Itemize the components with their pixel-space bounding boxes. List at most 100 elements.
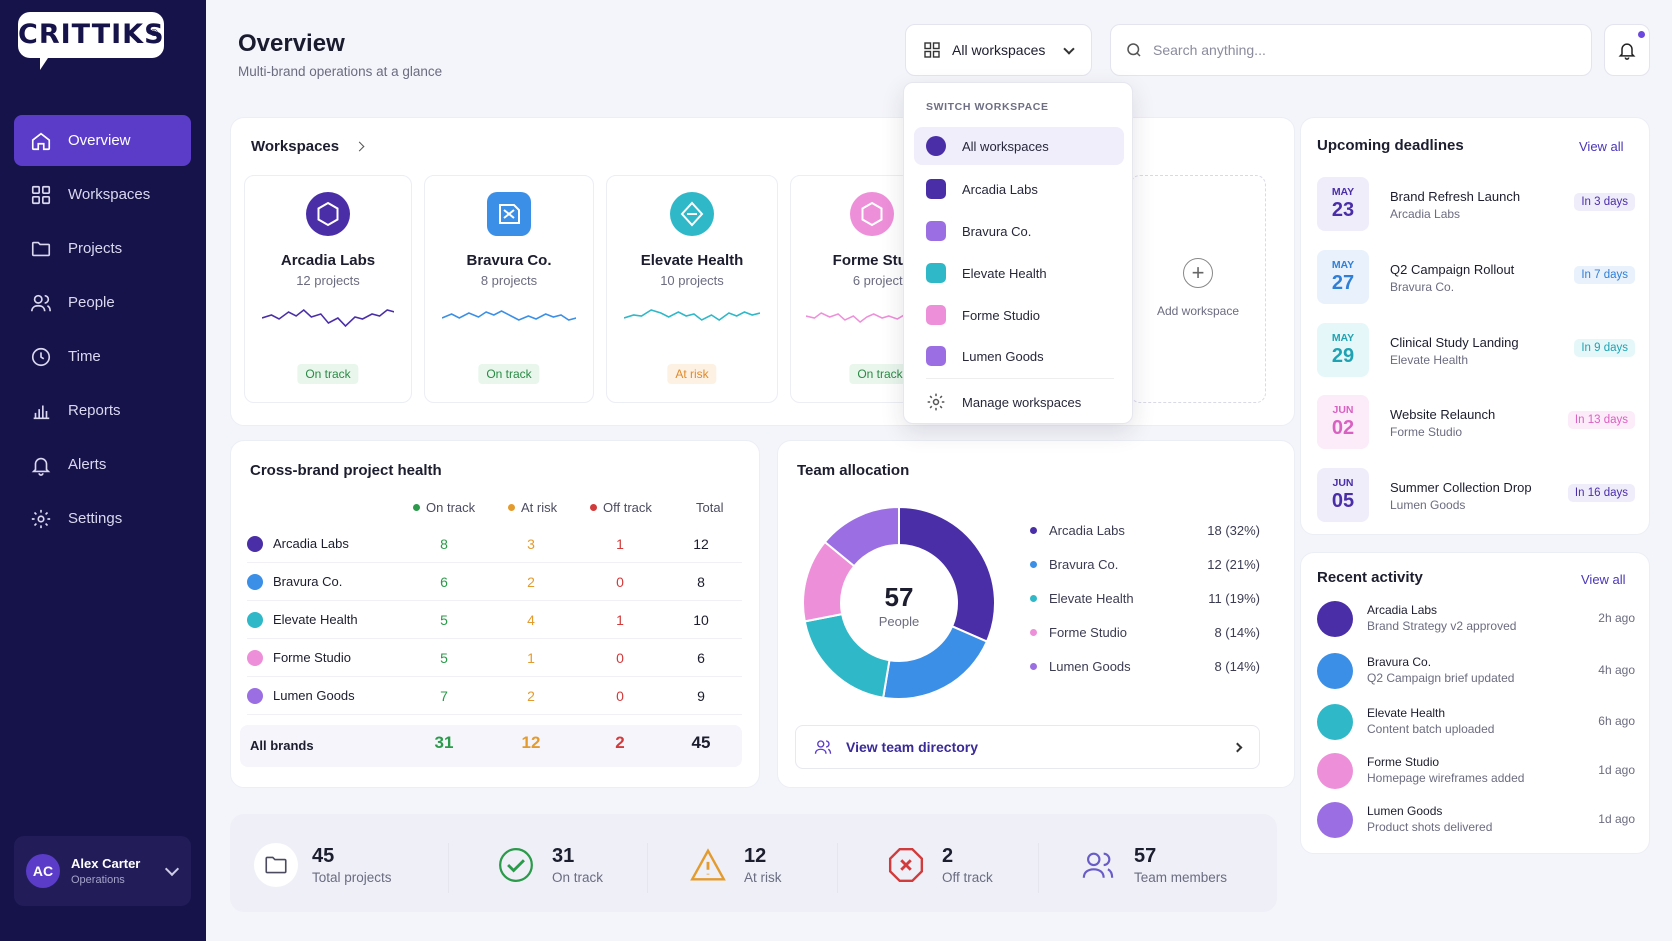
dropdown-item-arcadia[interactable]: Arcadia Labs bbox=[914, 170, 1124, 208]
status-badge: On track bbox=[849, 364, 911, 384]
workspace-name: Elevate Health bbox=[640, 252, 744, 269]
sidebar-item-label: Reports bbox=[68, 402, 121, 419]
sidebar-item-time[interactable]: Time bbox=[14, 331, 191, 382]
dropdown-item-forme[interactable]: Forme Studio bbox=[914, 296, 1124, 334]
bravura-logo-icon bbox=[1317, 653, 1353, 689]
cell-total: 10 bbox=[693, 612, 709, 628]
activity-item[interactable]: Elevate Health Content batch uploaded 6h… bbox=[1317, 700, 1635, 746]
legend-item: Arcadia Labs 18 (32%) bbox=[1030, 520, 1260, 540]
table-row[interactable]: Elevate Health bbox=[247, 601, 742, 639]
stat-at-risk: 12 At risk bbox=[686, 835, 782, 895]
clock-icon bbox=[31, 347, 51, 366]
table-row[interactable]: Lumen Goods bbox=[247, 677, 742, 715]
elevate-logo-icon bbox=[670, 192, 714, 236]
deadline-item[interactable]: MAY 27 Q2 Campaign Rollout Bravura Co. In… bbox=[1317, 250, 1635, 310]
workspace-card-elevate[interactable]: Elevate Health 10 projects At risk bbox=[606, 175, 778, 403]
total-all: 45 bbox=[691, 733, 711, 752]
donut-slice-arcadia-labs[interactable] bbox=[898, 505, 996, 643]
workspace-select-value: All workspaces bbox=[952, 42, 1046, 58]
deadlines-view-all-link[interactable]: View all bbox=[1579, 139, 1624, 154]
sidebar-item-projects[interactable]: Projects bbox=[14, 223, 191, 274]
table-row[interactable]: Arcadia Labs bbox=[247, 525, 742, 563]
cell-off-track: 0 bbox=[616, 574, 624, 590]
app-logo[interactable]: CRITTIKS ® bbox=[18, 12, 164, 70]
workspace-select[interactable]: All workspaces bbox=[905, 24, 1092, 76]
page-title: Overview bbox=[238, 30, 345, 57]
activity-item[interactable]: Forme Studio Homepage wireframes added 1… bbox=[1317, 749, 1635, 795]
logo-mark: ® bbox=[149, 28, 160, 39]
stat-team-members: 57 Team members bbox=[1076, 835, 1227, 895]
dropdown-item-elevate[interactable]: Elevate Health bbox=[914, 254, 1124, 292]
workspace-name: Arcadia Labs bbox=[280, 252, 376, 269]
activity-time: 4h ago bbox=[1598, 663, 1635, 677]
plus-icon: + bbox=[1183, 258, 1213, 288]
workspace-projects: 8 projects bbox=[480, 273, 538, 288]
activity-item[interactable]: Lumen Goods Product shots delivered 1d a… bbox=[1317, 798, 1635, 844]
dropdown-item-all-workspaces[interactable]: All workspaces bbox=[914, 127, 1124, 165]
date-badge: MAY 23 bbox=[1317, 177, 1369, 231]
view-team-directory-link[interactable]: View team directory bbox=[795, 725, 1260, 769]
workspace-projects: 12 projects bbox=[296, 273, 360, 288]
workspace-card-bravura[interactable]: Bravura Co. 8 projects On track bbox=[424, 175, 594, 403]
sidebar-item-label: Workspaces bbox=[68, 186, 151, 203]
elevate-logo-icon bbox=[926, 263, 946, 283]
sidebar-item-people[interactable]: People bbox=[14, 277, 191, 328]
sidebar: CRITTIKS ® Overview Workspaces Projects P… bbox=[0, 0, 206, 941]
deadline-item[interactable]: JUN 02 Website Relaunch Forme Studio In 1… bbox=[1317, 395, 1635, 455]
stats-strip bbox=[230, 814, 1277, 912]
cell-on-track: 5 bbox=[440, 612, 448, 628]
manage-workspaces-item[interactable]: Manage workspaces bbox=[914, 383, 1124, 421]
deadline-item[interactable]: MAY 29 Clinical Study Landing Elevate Hea… bbox=[1317, 323, 1635, 383]
dropdown-item-label: Forme Studio bbox=[962, 307, 1041, 323]
sidebar-item-label: Time bbox=[68, 348, 101, 365]
workspace-projects: 6 projects bbox=[852, 273, 910, 288]
activity-time: 6h ago bbox=[1598, 714, 1635, 728]
cell-at-risk: 2 bbox=[527, 688, 535, 704]
table-row[interactable]: Forme Studio bbox=[247, 639, 742, 677]
bar-chart-icon bbox=[33, 405, 50, 419]
status-badge: At risk bbox=[667, 364, 717, 384]
dropdown-item-label: All workspaces bbox=[962, 138, 1049, 154]
activity-item[interactable]: Arcadia Labs Brand Strategy v2 approved … bbox=[1317, 597, 1635, 643]
legend-item: Forme Studio 8 (14%) bbox=[1030, 622, 1260, 642]
cell-off-track: 0 bbox=[616, 650, 624, 666]
sidebar-item-label: Overview bbox=[68, 132, 131, 149]
brand-name: Elevate Health bbox=[273, 612, 358, 627]
bravura-logo-icon bbox=[487, 192, 531, 236]
workspace-name: Bravura Co. bbox=[466, 252, 552, 269]
dropdown-item-bravura[interactable]: Bravura Co. bbox=[914, 212, 1124, 250]
donut-slice-lumen-goods[interactable] bbox=[823, 505, 900, 568]
deadline-title: Summer Collection Drop bbox=[1390, 480, 1532, 495]
cell-total: 8 bbox=[697, 574, 705, 590]
donut-slice-bravura-co-[interactable] bbox=[882, 624, 989, 700]
sidebar-item-overview[interactable]: Overview bbox=[14, 115, 191, 166]
sidebar-item-workspaces[interactable]: Workspaces bbox=[14, 169, 191, 220]
activity-item[interactable]: Bravura Co. Q2 Campaign brief updated 4h… bbox=[1317, 649, 1635, 695]
activity-view-all-link[interactable]: View all bbox=[1581, 572, 1626, 587]
activity-text: Product shots delivered bbox=[1367, 820, 1493, 834]
workspaces-title[interactable]: Workspaces bbox=[251, 138, 340, 155]
forme-logo-icon bbox=[850, 192, 894, 236]
deadline-item[interactable]: MAY 23 Brand Refresh Launch Arcadia Labs … bbox=[1317, 177, 1635, 237]
search-input[interactable] bbox=[1153, 42, 1553, 58]
dropdown-item-label: Elevate Health bbox=[962, 265, 1047, 281]
team-allocation-title: Team allocation bbox=[797, 462, 910, 479]
search-box bbox=[1110, 24, 1592, 76]
date-badge: JUN 05 bbox=[1317, 468, 1369, 522]
sidebar-item-settings[interactable]: Settings bbox=[14, 493, 191, 544]
notifications-button[interactable] bbox=[1604, 24, 1650, 76]
sidebar-item-reports[interactable]: Reports bbox=[14, 385, 191, 436]
dropdown-item-lumen[interactable]: Lumen Goods bbox=[914, 337, 1124, 375]
add-workspace-card[interactable]: + Add workspace bbox=[1130, 175, 1266, 403]
user-menu[interactable]: AC Alex Carter Operations bbox=[14, 836, 191, 906]
sidebar-item-alerts[interactable]: Alerts bbox=[14, 439, 191, 490]
table-row[interactable]: Bravura Co. bbox=[247, 563, 742, 601]
workspace-card-arcadia[interactable]: Arcadia Labs 12 projects On track bbox=[244, 175, 412, 403]
brand-name: Arcadia Labs bbox=[273, 536, 349, 551]
workspace-dropdown: SWITCH WORKSPACE All workspaces Arcadia … bbox=[903, 82, 1133, 424]
deadline-item[interactable]: JUN 05 Summer Collection Drop Lumen Goods… bbox=[1317, 468, 1635, 528]
add-workspace-label: Add workspace bbox=[1156, 304, 1240, 318]
divider bbox=[1038, 843, 1039, 893]
forme-logo-icon bbox=[247, 649, 263, 666]
lumen-logo-icon bbox=[1317, 802, 1353, 838]
